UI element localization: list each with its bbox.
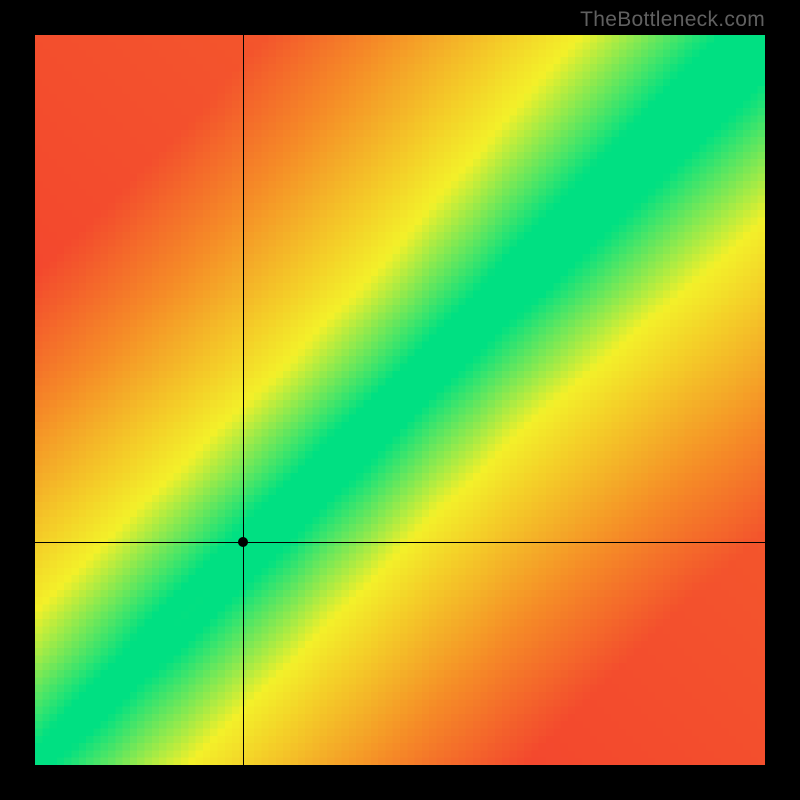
marker-dot xyxy=(238,537,248,547)
crosshair-vertical xyxy=(243,35,244,765)
heatmap-canvas xyxy=(35,35,765,765)
crosshair-horizontal xyxy=(35,542,765,543)
watermark-text: TheBottleneck.com xyxy=(580,8,765,32)
heatmap-plot xyxy=(35,35,765,765)
